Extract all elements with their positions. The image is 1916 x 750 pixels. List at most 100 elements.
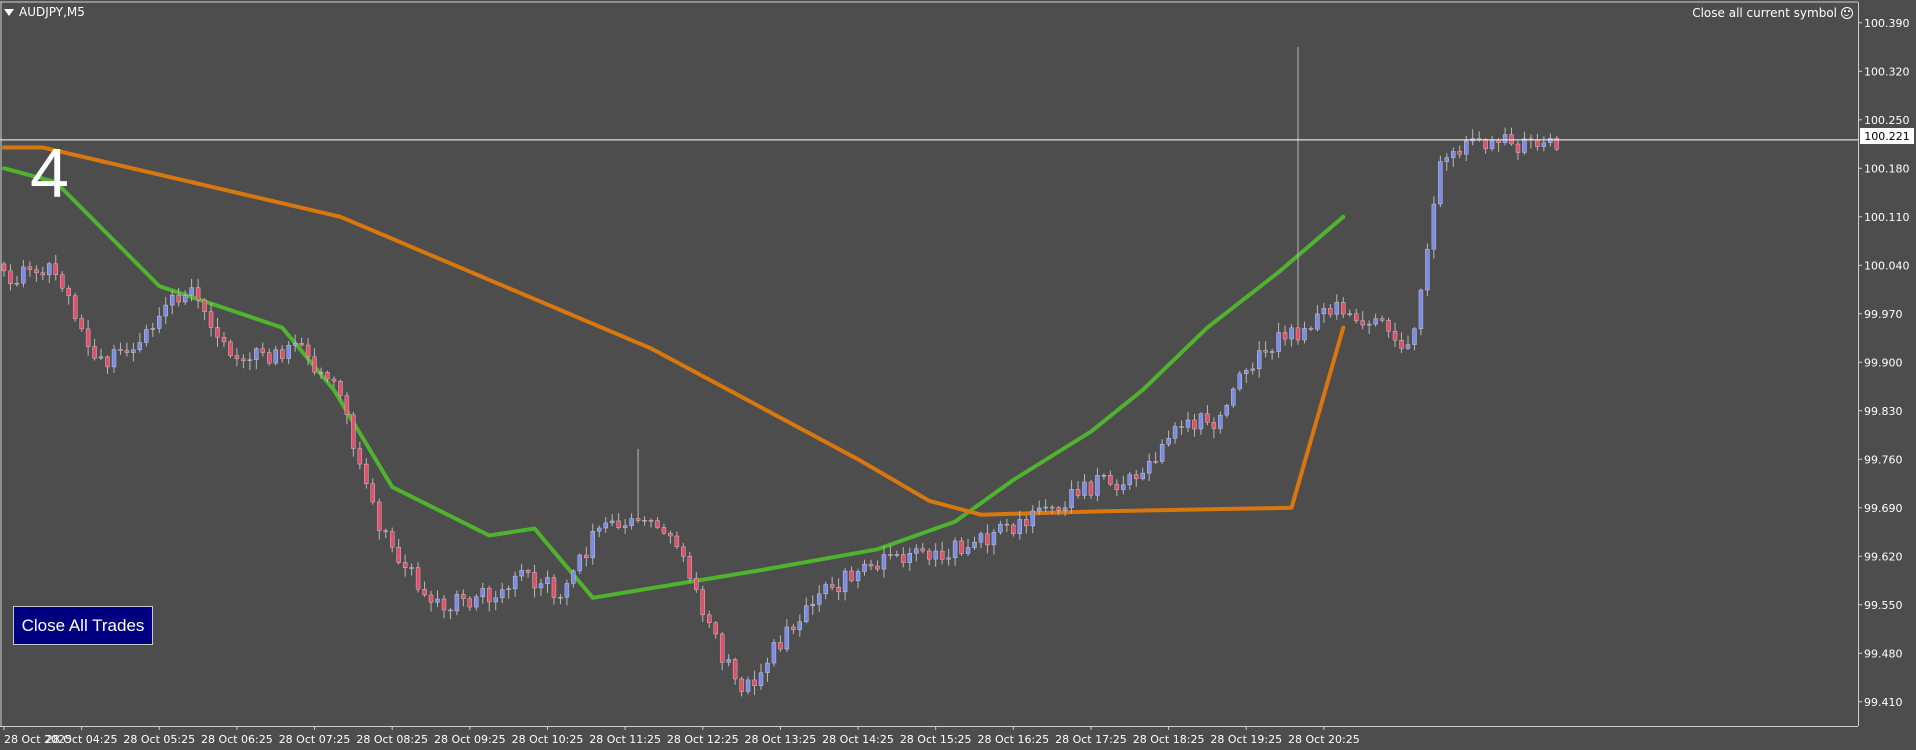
candle-body xyxy=(34,269,39,274)
moving-averages xyxy=(2,145,1346,600)
y-tick-label: 100.040 xyxy=(1864,259,1910,272)
candle-body xyxy=(998,523,1003,533)
candle-body xyxy=(1502,134,1508,143)
candle-body xyxy=(1024,519,1029,527)
x-tick-label: 28 Oct 18:25 xyxy=(1133,733,1205,746)
candle-body xyxy=(1198,413,1204,430)
candle-body xyxy=(137,342,143,350)
candle-body xyxy=(325,372,330,380)
candle-body xyxy=(842,570,848,593)
candle-body xyxy=(797,621,803,630)
candle-body xyxy=(357,448,363,465)
candle-body xyxy=(377,501,382,531)
candle-body xyxy=(758,672,764,686)
candle-body xyxy=(1379,318,1385,321)
candle-body xyxy=(1308,328,1314,330)
candle-body xyxy=(1522,138,1527,153)
candle-body xyxy=(817,593,822,605)
candle-body xyxy=(415,567,421,590)
candle-body xyxy=(558,597,563,599)
candle-body xyxy=(118,349,123,351)
y-tick-label: 99.410 xyxy=(1864,696,1903,709)
candle-body xyxy=(1121,484,1126,490)
candle-body xyxy=(47,263,52,276)
candle-body xyxy=(1211,422,1217,429)
candle-body xyxy=(189,287,194,296)
close-current-symbol-label: Close all current symbol xyxy=(1692,6,1837,20)
candle-body xyxy=(254,348,259,360)
candle-body xyxy=(719,633,725,663)
candle-body xyxy=(195,287,201,301)
candle-body xyxy=(681,546,686,557)
candle-body xyxy=(150,328,156,330)
candle-body xyxy=(713,622,718,635)
close-all-trades-button[interactable]: Close All Trades xyxy=(13,606,153,645)
candle-body xyxy=(862,563,867,572)
chart-frame xyxy=(0,1,1859,727)
candle-body xyxy=(176,294,181,303)
candle-body xyxy=(215,327,220,338)
candle-body xyxy=(267,352,272,364)
candle-body xyxy=(241,358,246,361)
candle-body xyxy=(855,571,861,581)
y-tick-label: 100.390 xyxy=(1864,17,1910,30)
candle-body xyxy=(946,557,951,560)
candle-body xyxy=(474,596,479,608)
candle-body xyxy=(1192,419,1197,430)
x-tick-label: 28 Oct 08:25 xyxy=(356,733,428,746)
smiley-icon xyxy=(1841,7,1853,19)
candle-body xyxy=(1541,142,1547,147)
candle-body xyxy=(157,315,162,329)
candle-body xyxy=(1224,405,1230,416)
y-tick-label: 100.250 xyxy=(1864,114,1910,127)
close-current-symbol-button[interactable]: Close all current symbol xyxy=(1692,4,1853,22)
x-tick-label: 28 Oct 09:25 xyxy=(434,733,506,746)
ma-slow-line xyxy=(2,145,1346,517)
x-tick-label: 28 Oct 07:25 xyxy=(279,733,351,746)
candle-body xyxy=(1457,151,1462,155)
candle-body xyxy=(739,678,744,692)
x-tick-label: 28 Oct 15:25 xyxy=(900,733,972,746)
candle-body xyxy=(1425,248,1430,291)
candle-body xyxy=(1114,483,1120,490)
candle-body xyxy=(111,349,117,368)
candle-body xyxy=(234,355,240,360)
candle-body xyxy=(1373,318,1378,325)
candle-body xyxy=(1146,461,1152,474)
candle-body xyxy=(532,572,537,589)
candle-body xyxy=(1218,414,1223,429)
candle-body xyxy=(635,518,641,521)
candle-body xyxy=(1347,313,1352,316)
candle-body xyxy=(784,626,790,650)
candle-body xyxy=(1082,481,1087,496)
candle-body xyxy=(1062,507,1068,511)
candle-body xyxy=(804,605,809,622)
candle-body xyxy=(370,483,375,503)
candle-body xyxy=(519,570,524,577)
candle-body xyxy=(1088,481,1094,496)
candle-body xyxy=(409,567,414,569)
candle-body xyxy=(907,553,912,563)
candle-body xyxy=(1231,388,1236,406)
candle-body xyxy=(1127,474,1132,485)
candle-body xyxy=(939,550,945,560)
candle-body xyxy=(1017,519,1022,535)
y-tick-label: 99.830 xyxy=(1864,405,1903,418)
candle-body xyxy=(1172,426,1178,439)
candle-body xyxy=(1354,313,1359,321)
candle-body xyxy=(894,554,900,556)
candle-body xyxy=(875,565,880,570)
candle-body xyxy=(1185,419,1191,428)
candle-body xyxy=(390,531,395,548)
candle-body xyxy=(202,299,207,312)
candle-body xyxy=(299,343,304,346)
candle-body xyxy=(1244,370,1249,375)
x-tick-label: 28 Oct 04:25 xyxy=(46,733,118,746)
candle-body xyxy=(1256,350,1262,370)
symbol-menu[interactable]: AUDJPY,M5 xyxy=(4,3,85,21)
candle-body xyxy=(1205,413,1210,423)
candle-body xyxy=(978,533,984,543)
candle-body xyxy=(85,328,91,347)
